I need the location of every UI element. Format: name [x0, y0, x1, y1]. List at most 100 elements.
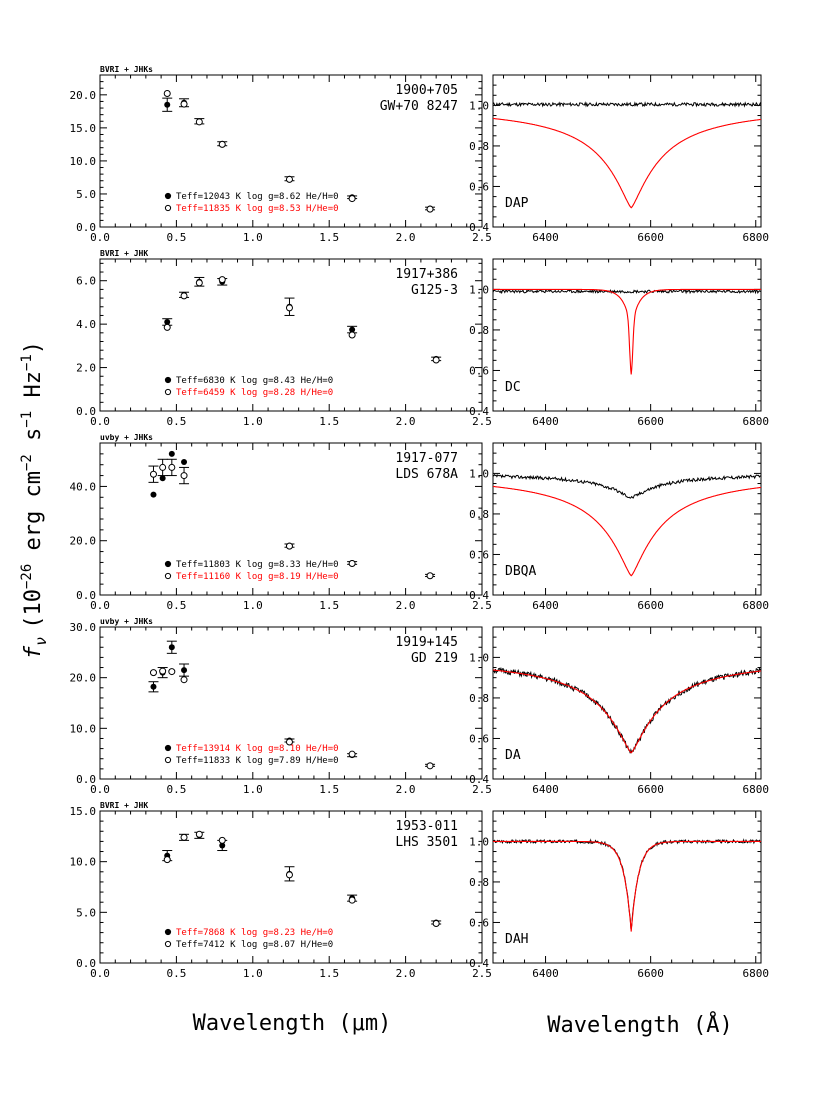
observed-point — [150, 491, 157, 498]
y-tick-label: 15.0 — [70, 122, 97, 135]
y-tick-label: 15.0 — [70, 805, 97, 818]
y-tick-label: 0.8 — [469, 692, 489, 705]
x-tick-label: 6800 — [742, 415, 769, 428]
plot-frame — [99, 810, 483, 964]
star-designation: GW+70 8247 — [380, 99, 458, 114]
model-point — [195, 279, 203, 287]
model-point — [285, 304, 293, 312]
star-designation: GD 219 — [411, 651, 458, 666]
model-point — [348, 896, 356, 904]
star-name: 1917+386 — [395, 267, 458, 282]
x-tick-label: 6800 — [742, 783, 769, 796]
y-tick-label: 0.0 — [76, 957, 96, 970]
y-tick-label: 10.0 — [70, 722, 97, 735]
y-tick-label: 1.0 — [469, 467, 489, 480]
legend-entry: Teff=11833 K log g=7.89 H/He=0 — [176, 756, 339, 766]
legend-entry: Teff=6830 K log g=8.43 He/H=0 — [176, 376, 333, 386]
model-point — [163, 323, 171, 331]
x-tick-label: 1.5 — [319, 783, 339, 796]
y-tick-label: 30.0 — [70, 621, 97, 634]
x-tick-label: 2.0 — [396, 415, 416, 428]
legend-filled-marker — [164, 560, 172, 568]
y-tick-label: 5.0 — [76, 906, 96, 919]
x-tick-label: 2.0 — [396, 967, 416, 980]
x-tick-label: 6800 — [742, 231, 769, 244]
y-axis-title-nu: ν — [32, 637, 50, 646]
star-designation: LHS 3501 — [395, 835, 458, 850]
legend-entry: Teff=11835 K log g=8.53 H/He=0 — [176, 204, 339, 214]
star-name: 1953-011 — [395, 819, 458, 834]
x-tick-label: 2.0 — [396, 783, 416, 796]
model-point — [163, 90, 171, 98]
y-tick-label: 0.6 — [469, 916, 489, 929]
y-axis-title-exp2: −2 — [19, 454, 35, 471]
observed-point — [150, 683, 157, 690]
star-name: 1919+145 — [395, 635, 458, 650]
y-tick-label: 1.0 — [469, 99, 489, 112]
model-point — [432, 919, 440, 927]
spectrum-frame — [492, 258, 762, 412]
observed-spectrum-line — [492, 473, 761, 499]
y-tick-label: 0.8 — [469, 876, 489, 889]
spectrum-frame — [492, 442, 762, 596]
x-tick-label: 0.0 — [90, 599, 110, 612]
legend-open-marker — [164, 756, 172, 764]
observed-spectrum-line — [492, 288, 762, 295]
legend-open-marker — [164, 940, 172, 948]
y-tick-label: 0.4 — [469, 221, 489, 234]
model-point — [180, 472, 188, 480]
x-tick-label: 1.5 — [319, 967, 339, 980]
observed-point — [168, 644, 175, 651]
y-axis-title-hz: Hz — [21, 371, 46, 411]
x-tick-label: 2.5 — [472, 415, 492, 428]
y-tick-label: 4.0 — [76, 318, 96, 331]
y-tick-label: 0.4 — [469, 405, 489, 418]
y-tick-label: 10.0 — [70, 856, 97, 869]
y-tick-label: 0.8 — [469, 508, 489, 521]
observed-point — [164, 318, 171, 325]
legend-entry: Teff=12043 K log g=8.62 He/H=0 — [176, 192, 339, 202]
model-point — [159, 667, 167, 675]
legend-entry: Teff=7412 K log g=8.07 H/He=0 — [176, 940, 333, 950]
model-point — [163, 856, 171, 864]
observed-point — [159, 475, 166, 482]
y-tick-label: 0.4 — [469, 773, 489, 786]
legend-entry: Teff=11160 K log g=8.19 H/He=0 — [176, 572, 339, 582]
model-point — [348, 195, 356, 203]
y-tick-label: 20.0 — [70, 672, 97, 685]
y-tick-label: 0.6 — [469, 364, 489, 377]
y-axis-title-f: f — [21, 645, 46, 659]
x-tick-label: 6600 — [637, 783, 664, 796]
y-tick-label: 0.8 — [469, 140, 489, 153]
x-tick-label: 1.5 — [319, 599, 339, 612]
y-tick-label: 0.0 — [76, 405, 96, 418]
model-spectrum-line — [492, 669, 762, 754]
x-tick-label: 1.5 — [319, 415, 339, 428]
legend-open-marker — [164, 204, 172, 212]
y-axis-title-open: (10 — [21, 589, 46, 629]
model-point — [218, 836, 226, 844]
y-axis-title-erg: erg cm — [21, 471, 46, 564]
spectrum-panel-3: 6400 6600 6800 0.4 0.6 0.8 1.0 DBQA — [469, 442, 769, 612]
band-label: uvby + JHKs — [100, 433, 153, 442]
plot-frame — [99, 74, 483, 228]
observed-point — [164, 101, 171, 108]
model-point — [149, 470, 157, 478]
x-tick-label: 1.5 — [319, 231, 339, 244]
x-tick-label: 2.0 — [396, 231, 416, 244]
observed-point — [181, 667, 188, 674]
x-tick-label: 6600 — [637, 415, 664, 428]
observed-point — [219, 842, 226, 849]
x-tick-label: 2.5 — [472, 967, 492, 980]
legend-entry: Teff=13914 K log g=8.10 He/H=0 — [176, 744, 339, 754]
spectrum-panel-5: 6400 6600 6800 0.4 0.6 0.8 1.0 DAH — [469, 810, 769, 980]
x-tick-label: 6400 — [532, 599, 559, 612]
x-axis-title-left: Wavelength (μm) — [193, 1011, 392, 1036]
y-axis-title-exp3: −1 — [19, 411, 35, 428]
band-label: BVRI + JHK — [100, 801, 148, 810]
observed-spectrum-line — [492, 838, 762, 930]
band-label: uvby + JHKs — [100, 617, 153, 626]
star-name: 1900+705 — [395, 83, 458, 98]
x-tick-label: 1.0 — [243, 967, 263, 980]
